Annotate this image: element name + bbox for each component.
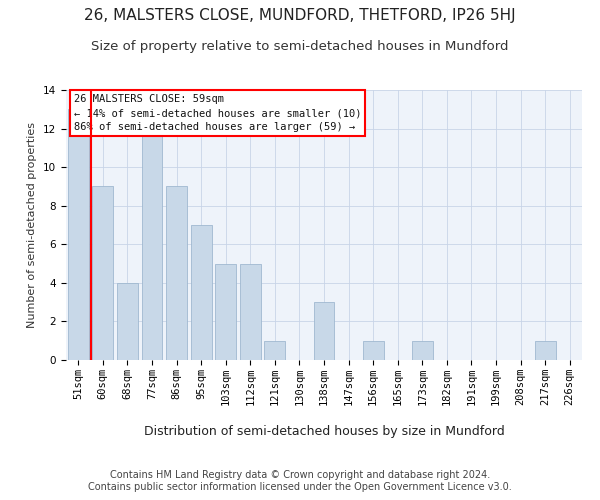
- Bar: [191, 225, 212, 360]
- Bar: [117, 283, 138, 360]
- Bar: [412, 340, 433, 360]
- Text: Contains public sector information licensed under the Open Government Licence v3: Contains public sector information licen…: [88, 482, 512, 492]
- Text: Contains HM Land Registry data © Crown copyright and database right 2024.: Contains HM Land Registry data © Crown c…: [110, 470, 490, 480]
- Bar: [240, 264, 261, 360]
- Bar: [215, 264, 236, 360]
- Bar: [68, 110, 89, 360]
- Text: Distribution of semi-detached houses by size in Mundford: Distribution of semi-detached houses by …: [143, 425, 505, 438]
- Y-axis label: Number of semi-detached properties: Number of semi-detached properties: [28, 122, 37, 328]
- Bar: [142, 128, 163, 360]
- Bar: [535, 340, 556, 360]
- Bar: [265, 340, 286, 360]
- Bar: [92, 186, 113, 360]
- Text: 26 MALSTERS CLOSE: 59sqm
← 14% of semi-detached houses are smaller (10)
86% of s: 26 MALSTERS CLOSE: 59sqm ← 14% of semi-d…: [74, 94, 361, 132]
- Bar: [314, 302, 334, 360]
- Bar: [166, 186, 187, 360]
- Text: Size of property relative to semi-detached houses in Mundford: Size of property relative to semi-detach…: [91, 40, 509, 53]
- Bar: [362, 340, 383, 360]
- Text: 26, MALSTERS CLOSE, MUNDFORD, THETFORD, IP26 5HJ: 26, MALSTERS CLOSE, MUNDFORD, THETFORD, …: [84, 8, 516, 23]
